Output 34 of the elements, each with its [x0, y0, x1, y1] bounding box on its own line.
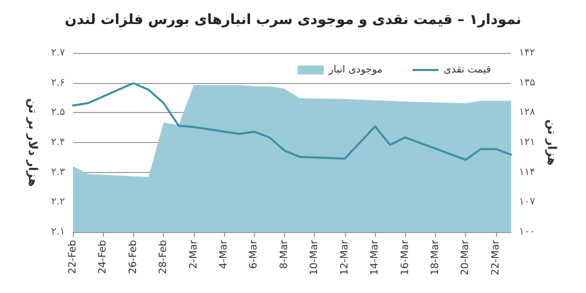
x-tick-label: 28-Feb: [158, 240, 170, 274]
y2-tick-label: ۱۱۴: [519, 166, 536, 178]
x-tick-label: 8-Mar: [278, 239, 290, 269]
x-tick-label: 22-Feb: [68, 240, 78, 274]
y-tick-label: ۲.۱: [51, 226, 65, 238]
x-tick-label: 16-Mar: [400, 239, 411, 276]
y-tick-label: ۲.۶: [51, 77, 65, 88]
y-tick-label: ۲.۵: [51, 107, 65, 118]
y-tick-label: ۲.۴: [51, 137, 65, 148]
x-tick-label: 4-Mar: [218, 239, 230, 269]
x-tick-label: 6-Mar: [248, 239, 260, 269]
y-tick-label: ۲.۳: [51, 166, 66, 178]
x-tick-label: 26-Feb: [128, 240, 139, 274]
x-tick-label: 10-Mar: [309, 239, 320, 276]
x-tick-label: 12-Mar: [339, 239, 350, 276]
y-tick-label: ۲.۷: [51, 48, 66, 58]
y2-tick-label: ۱۲۱: [519, 137, 536, 148]
y2-tick-label: ۱۴۲: [519, 48, 536, 58]
y-tick-label: ۲.۲: [51, 196, 65, 208]
x-tick-label: 20-Mar: [460, 239, 472, 276]
x-tick-label: 2-Mar: [188, 239, 200, 269]
legend-label: قیمت نقدی: [444, 64, 492, 76]
x-tick-label: 14-Mar: [370, 239, 381, 276]
y2-tick-label: ۱۰۰: [519, 226, 536, 238]
y-axis-title: هزار دلار بر تن: [26, 98, 40, 187]
x-tick-label: 24-Feb: [98, 240, 109, 274]
x-tick-label: 22-Mar: [490, 239, 502, 276]
y2-axis-title: هزار تن: [545, 119, 560, 166]
chart-title: نمودار۱ – قیمت نقدی و موجودی سرب انبارهای بورس فلزات لندن: [64, 12, 522, 28]
y2-tick-label: ۱۲۸: [519, 107, 536, 118]
y2-tick-label: ۱۳۵: [519, 77, 536, 88]
x-tick-label: 18-Mar: [430, 239, 441, 276]
y2-tick-label: ۱۰۷: [519, 196, 536, 208]
legend-label: موجودی انبار: [328, 64, 383, 76]
